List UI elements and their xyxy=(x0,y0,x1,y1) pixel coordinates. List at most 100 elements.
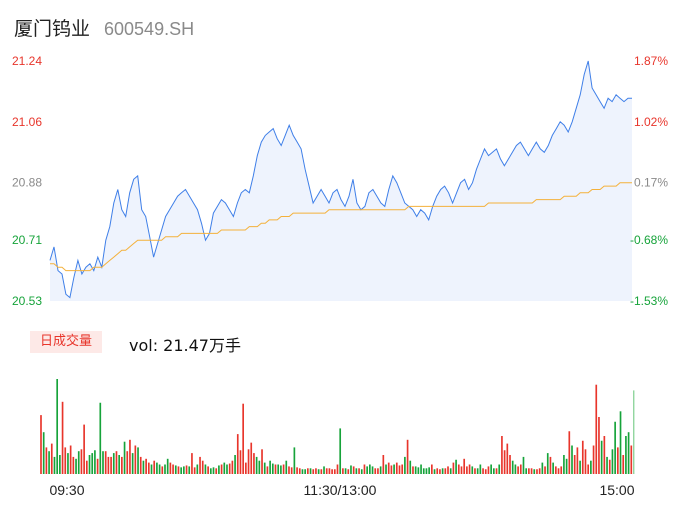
volume-bar xyxy=(573,455,576,474)
volume-bar xyxy=(522,456,525,474)
volume-bar xyxy=(94,450,96,474)
volume-bar xyxy=(528,468,530,474)
volume-bar xyxy=(371,466,374,474)
volume-bar xyxy=(261,449,263,474)
volume-bar xyxy=(471,466,474,474)
volume-bar xyxy=(72,456,75,474)
volume-bar xyxy=(336,464,339,474)
volume-bar xyxy=(560,466,563,474)
volume-bar xyxy=(360,469,363,474)
volume-bar xyxy=(633,390,635,474)
volume-bar xyxy=(304,469,306,474)
volume-bar xyxy=(309,468,312,474)
volume-bar xyxy=(193,467,196,474)
volume-bar xyxy=(557,468,560,474)
daily-volume-tag: 日成交量 xyxy=(30,331,103,353)
volume-label: vol: 21.47万手 xyxy=(129,336,241,355)
volume-bar xyxy=(452,462,455,474)
volume-bar xyxy=(468,464,471,474)
y-tick-right-4: -1.53% xyxy=(630,294,668,308)
volume-bar xyxy=(282,464,285,474)
volume-bar xyxy=(121,456,123,474)
volume-bar xyxy=(288,466,290,474)
volume-bar xyxy=(414,466,417,474)
volume-bar xyxy=(228,463,231,474)
volume-bar xyxy=(298,468,301,474)
volume-bar xyxy=(134,445,137,474)
volume-bar xyxy=(536,469,538,474)
volume-bar xyxy=(169,462,172,474)
volume-bar xyxy=(590,460,592,474)
volume-bar xyxy=(387,462,390,474)
volume-bar xyxy=(112,453,115,474)
volume-bar xyxy=(61,401,64,474)
volume-bar xyxy=(479,464,482,474)
volume-bar xyxy=(320,469,323,474)
price-line xyxy=(49,60,632,299)
volume-bar xyxy=(280,465,282,474)
volume-bar xyxy=(293,447,296,474)
volume-bar xyxy=(129,439,131,474)
volume-bar xyxy=(153,460,156,474)
volume-bar xyxy=(412,466,414,474)
volume-bar xyxy=(48,451,50,474)
volume-bar xyxy=(587,464,590,474)
volume-bar xyxy=(50,443,53,474)
volume-bar xyxy=(463,458,466,474)
volume-bar xyxy=(616,447,619,474)
volume-bar xyxy=(509,455,511,474)
volume-bar xyxy=(166,458,169,474)
volume-bar xyxy=(501,436,503,474)
stock-code: 600549.SH xyxy=(104,19,195,39)
volume-bar xyxy=(285,460,288,474)
volume-bar xyxy=(436,468,439,474)
volume-bar xyxy=(444,468,447,474)
volume-bar xyxy=(223,462,226,474)
volume-bar xyxy=(382,455,385,474)
volume-bar xyxy=(404,456,406,474)
volume-bar xyxy=(42,432,45,474)
volume-bar xyxy=(533,469,536,474)
volume-bar xyxy=(185,465,188,474)
volume-chart: 09:30 11:30/13:00 15:00 xyxy=(40,379,635,498)
volume-bar xyxy=(495,468,498,474)
volume-bar xyxy=(581,440,584,474)
volume-bar xyxy=(584,449,587,474)
volume-bar xyxy=(355,468,358,474)
volume-bar xyxy=(75,458,77,474)
y-tick-left-3: 20.71 xyxy=(12,233,42,247)
volume-bar xyxy=(253,453,255,474)
volume-bar xyxy=(428,467,430,474)
volume-bar xyxy=(139,456,142,474)
volume-bar xyxy=(85,460,88,474)
volume-bar xyxy=(218,465,220,474)
volume-bar xyxy=(271,463,274,474)
volume-bar xyxy=(592,445,595,474)
volume-bar xyxy=(555,466,557,474)
volume-bar xyxy=(517,466,519,474)
volume-bar xyxy=(236,434,239,474)
volume-bar xyxy=(220,464,223,474)
volume-bar xyxy=(487,466,490,474)
volume-bar xyxy=(188,466,191,474)
volume-bar xyxy=(158,464,161,474)
volume-bar xyxy=(107,456,110,474)
volume-bar xyxy=(409,460,412,474)
y-tick-left-0: 21.24 xyxy=(12,54,42,68)
volume-bar xyxy=(196,464,199,474)
volume-bar xyxy=(576,447,579,474)
volume-bar xyxy=(625,436,627,474)
volume-bar xyxy=(406,439,409,474)
volume-bar xyxy=(552,462,554,474)
volume-bar xyxy=(258,460,261,474)
volume-bar xyxy=(622,455,625,474)
volume-bar xyxy=(177,466,180,474)
volume-bar xyxy=(390,465,393,474)
volume-bar xyxy=(269,460,271,474)
volume-bar xyxy=(317,469,320,474)
volume-bar xyxy=(180,467,182,474)
average-line xyxy=(50,182,632,272)
volume-bar xyxy=(350,465,352,474)
volume-bar xyxy=(598,417,600,474)
volume-bar xyxy=(212,467,215,474)
